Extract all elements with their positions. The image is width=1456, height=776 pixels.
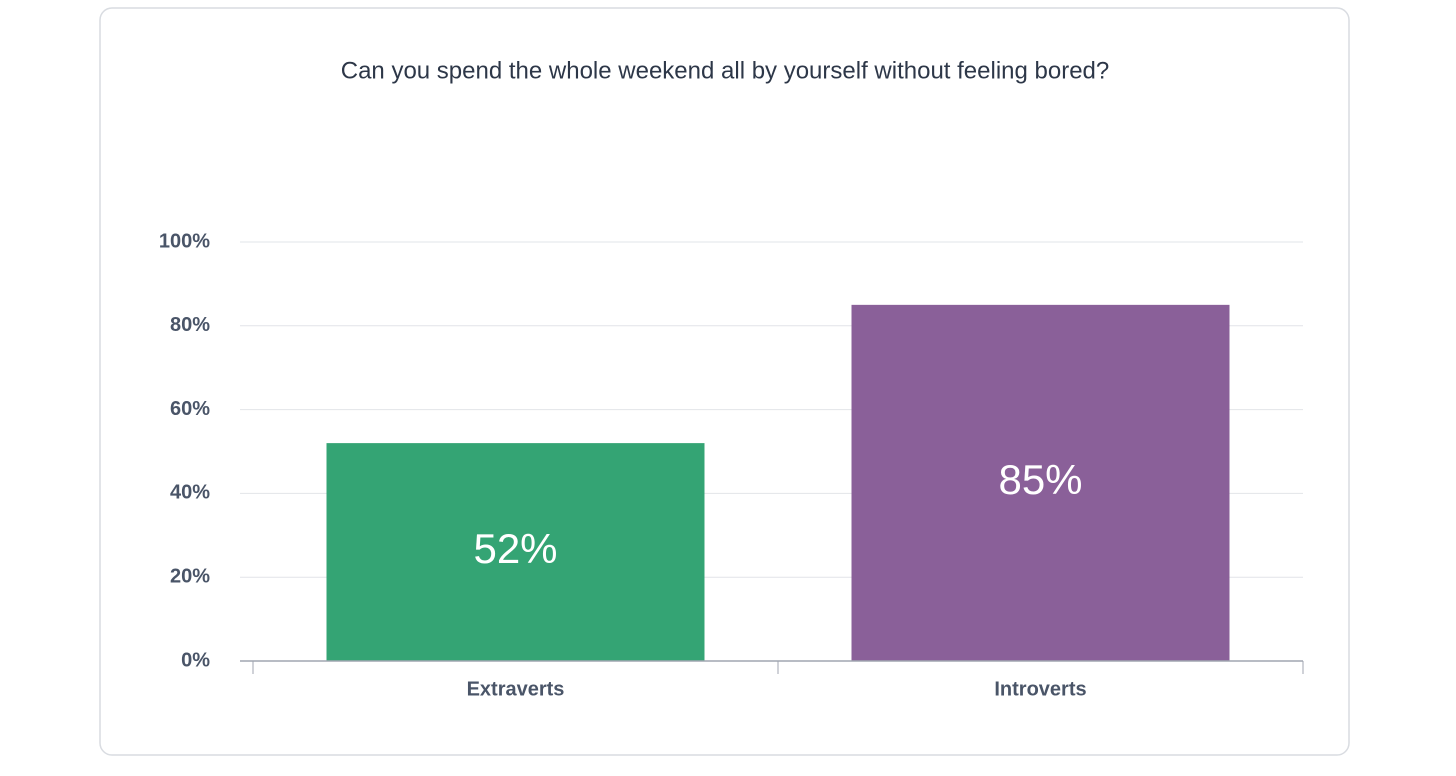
y-tick-label: 100%	[159, 230, 210, 252]
y-tick-label: 0%	[181, 649, 210, 671]
x-tick-label: Extraverts	[467, 678, 565, 700]
x-tick-label: Introverts	[994, 678, 1086, 700]
bar	[851, 304, 1230, 661]
value-label: 52%	[473, 525, 557, 572]
bar	[326, 443, 705, 661]
chart-title: Can you spend the whole weekend all by y…	[341, 57, 1110, 84]
y-tick-label: 20%	[170, 565, 210, 587]
y-tick-label: 80%	[170, 314, 210, 336]
y-tick-label: 40%	[170, 482, 210, 504]
value-label: 85%	[998, 456, 1082, 503]
y-tick-label: 60%	[170, 398, 210, 420]
